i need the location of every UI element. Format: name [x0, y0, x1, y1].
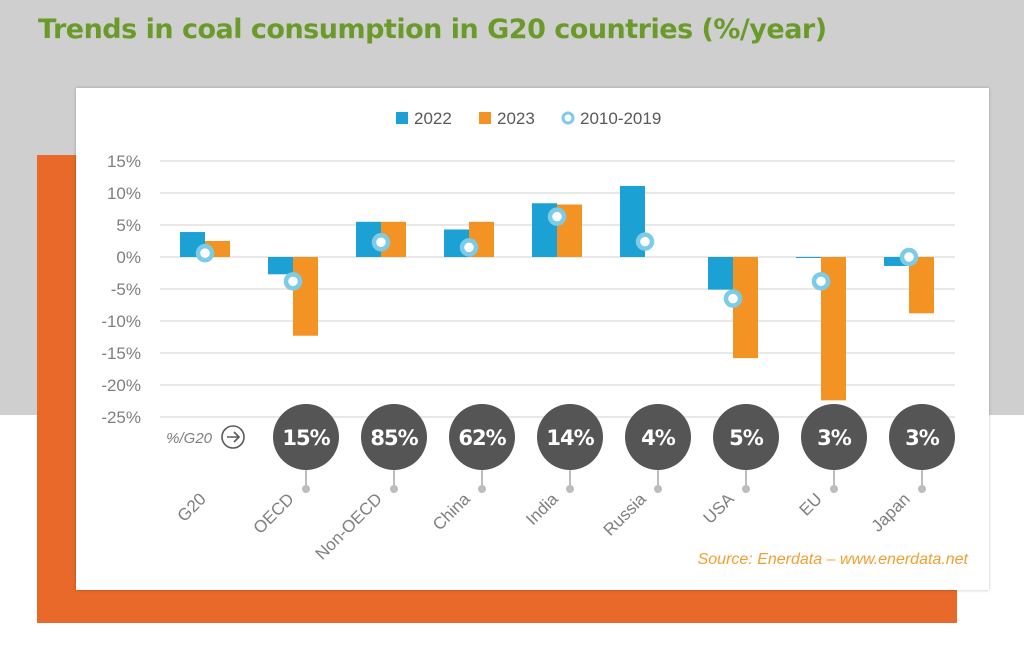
bar-2023-OECD [293, 257, 318, 336]
bubble-dot [566, 485, 574, 493]
y-tick-label: 0% [116, 248, 141, 267]
share-bubble-OECD [273, 404, 339, 470]
legend-swatch-2023 [479, 112, 491, 124]
category-label-OECD: OECD [250, 489, 298, 537]
y-tick-label: -15% [101, 344, 141, 363]
share-bubble-Russia [625, 404, 691, 470]
marker-2010-2019-OECD [283, 272, 303, 291]
arrow-right-circle-icon [221, 425, 245, 449]
bubble-dot [302, 485, 310, 493]
marker-2010-2019-EU [811, 272, 831, 291]
y-tick-label: -25% [101, 408, 141, 427]
marker-2010-2019-Russia [635, 232, 655, 251]
marker-2010-2019-G20 [195, 243, 215, 263]
category-label-EU: EU [796, 489, 826, 519]
bar-2023-USA [733, 257, 758, 359]
legend-label-2022: 2022 [414, 109, 452, 128]
share-value-India: 14% [546, 426, 594, 450]
arrow-right-icon [227, 431, 241, 443]
bubble-dot [830, 485, 838, 493]
share-value-China: 62% [458, 426, 506, 450]
share-value-Russia: 4% [641, 426, 676, 450]
share-value-OECD: 15% [282, 426, 330, 450]
share-value-EU: 3% [817, 426, 852, 450]
legend-label-2010-2019: 2010-2019 [580, 109, 661, 128]
marker-2010-2019-USA [723, 289, 743, 308]
legend-label-2023: 2023 [497, 109, 535, 128]
category-label-USA: USA [700, 489, 739, 528]
bar-2022-EU [796, 257, 821, 258]
category-label-Russia: Russia [600, 489, 651, 540]
category-label-Japan: Japan [868, 489, 914, 535]
y-tick-label: 5% [116, 216, 141, 235]
category-label-Non-OECD: Non-OECD [312, 489, 386, 563]
y-tick-label: -20% [101, 376, 141, 395]
y-tick-label: 15% [107, 152, 141, 171]
category-label-China: China [429, 489, 474, 534]
share-label: %/G20 [166, 430, 213, 447]
category-label-India: India [522, 489, 562, 529]
bubble-dot [478, 485, 486, 493]
share-value-USA: 5% [729, 426, 764, 450]
bubble-dot [918, 485, 926, 493]
bubble-dot [390, 485, 398, 493]
marker-2010-2019-China [459, 238, 479, 257]
category-label-G20: G20 [174, 489, 210, 525]
marker-2010-2019-Japan [899, 247, 919, 267]
bar-2022-Japan [884, 257, 909, 266]
share-value-Japan: 3% [905, 426, 940, 450]
y-tick-label: 10% [107, 184, 141, 203]
legend-swatch-2022 [396, 112, 408, 124]
share-bubble-Japan [889, 404, 955, 470]
share-bubble-EU [801, 404, 867, 470]
marker-2010-2019-Non-OECD [371, 233, 391, 252]
share-bubble-China [449, 404, 515, 470]
bubble-dot [742, 485, 750, 493]
bar-2022-OECD [268, 257, 293, 275]
share-bubble-USA [713, 404, 779, 470]
share-bubble-Non-OECD [361, 404, 427, 470]
legend-marker-2010-2019 [561, 111, 575, 125]
share-bubble-India [537, 404, 603, 470]
y-tick-label: -10% [101, 312, 141, 331]
bubble-dot [654, 485, 662, 493]
marker-2010-2019-India [547, 207, 567, 226]
y-tick-label: -5% [111, 280, 141, 299]
page-title: Trends in coal consumption in G20 countr… [38, 14, 827, 45]
source-note: Source: Enerdata – www.enerdata.net [697, 551, 968, 568]
bar-2022-USA [708, 257, 733, 290]
bar-2023-Japan [909, 257, 934, 314]
share-value-Non-OECD: 85% [370, 426, 418, 450]
